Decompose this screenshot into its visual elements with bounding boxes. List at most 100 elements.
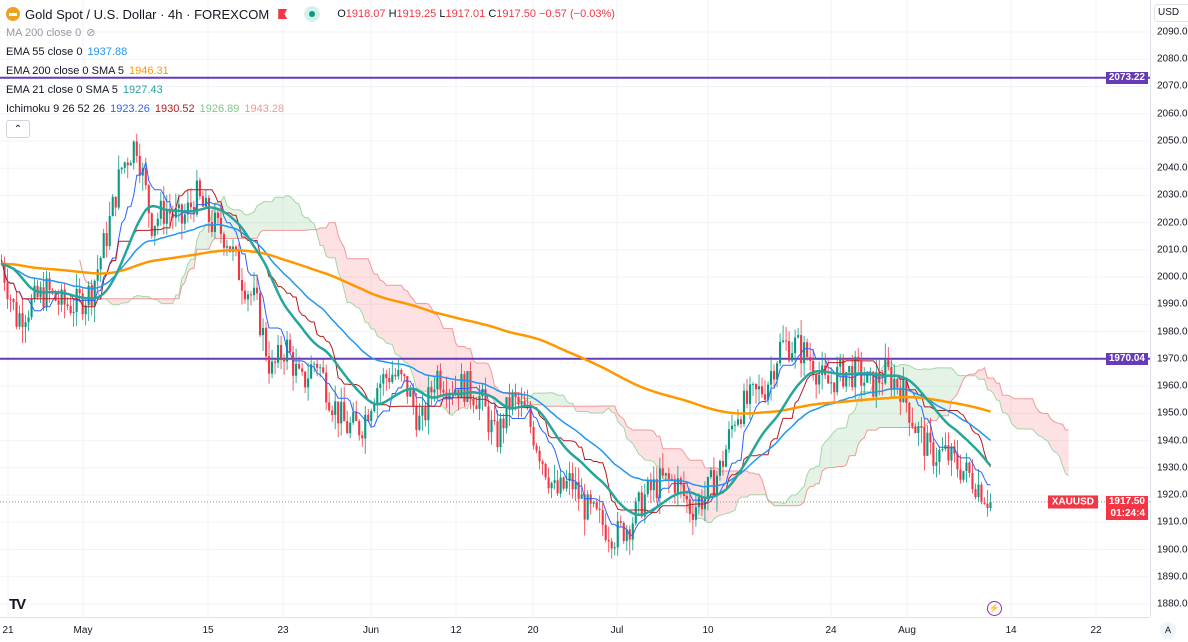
- candle-body: [893, 379, 895, 389]
- candle-body: [914, 427, 916, 433]
- candle-body: [617, 521, 619, 547]
- ichimoku-cloud-segment: [1066, 430, 1069, 476]
- ichimoku-cloud-segment: [585, 406, 588, 411]
- candle-body: [280, 345, 282, 360]
- ichimoku-cloud-segment: [401, 285, 404, 362]
- candle-body: [331, 410, 333, 415]
- ichimoku-cloud-segment: [1039, 411, 1042, 437]
- candle-body: [289, 340, 291, 353]
- candle-body: [797, 335, 799, 337]
- ichimoku-cloud-segment: [410, 296, 413, 376]
- candle-body: [178, 204, 180, 208]
- ichimoku-cloud-segment: [1042, 413, 1045, 439]
- candle-body: [505, 397, 507, 428]
- candle-body: [959, 469, 961, 479]
- candle-body: [761, 386, 763, 394]
- candle-body: [223, 234, 225, 248]
- candle-body: [379, 384, 381, 388]
- candle-body: [199, 180, 201, 196]
- candle-body: [211, 222, 213, 232]
- ichimoku-cloud-segment: [290, 197, 293, 231]
- ichimoku-cloud-segment: [284, 195, 287, 230]
- candle-body: [743, 391, 745, 424]
- candle-body: [962, 471, 964, 480]
- candle-body: [100, 258, 102, 269]
- candle-body: [418, 416, 420, 430]
- candle-body: [572, 473, 574, 489]
- ichimoku-cloud-segment: [810, 469, 813, 487]
- ichimoku-cloud-segment: [392, 285, 395, 354]
- price-tick: 1980.00: [1157, 326, 1188, 337]
- candle-body: [106, 233, 108, 246]
- candle-body: [253, 288, 255, 295]
- indicator-value: 1930.52: [155, 103, 195, 115]
- candle-body: [740, 419, 742, 424]
- candle-body: [9, 299, 11, 300]
- ichimoku-cloud-segment: [651, 430, 654, 462]
- candle-body: [415, 406, 417, 430]
- ichimoku-cloud-segment: [473, 361, 476, 400]
- candle-body: [749, 384, 751, 403]
- indicator-row[interactable]: MA 200 close 0⊘: [6, 23, 615, 42]
- candle-body: [307, 379, 309, 388]
- candle-body: [929, 433, 931, 443]
- flag-icon[interactable]: [278, 9, 287, 19]
- indicator-label: EMA 200 close 0 SMA 5: [6, 65, 124, 77]
- candle-body: [352, 412, 354, 422]
- candle-body: [190, 203, 192, 208]
- ichimoku-cloud-segment: [867, 392, 870, 430]
- candle-body: [154, 226, 156, 236]
- symbol-price-tag: XAUUSD: [1048, 495, 1098, 508]
- candle-body: [968, 462, 970, 473]
- candle-body: [268, 356, 270, 373]
- ichimoku-cloud-segment: [987, 378, 990, 391]
- candle-body: [412, 390, 414, 406]
- ichimoku-cloud-segment: [404, 290, 407, 363]
- ichimoku-cloud-segment: [116, 299, 119, 305]
- ichimoku-cloud-segment: [852, 410, 855, 456]
- lightning-icon[interactable]: ⚡: [987, 601, 1002, 616]
- collapse-legend-button[interactable]: ⌃: [6, 120, 30, 138]
- candle-body: [520, 401, 522, 404]
- price-tick: 2060.00: [1157, 108, 1188, 119]
- ichimoku-cloud-segment: [374, 274, 377, 336]
- candle-body: [977, 485, 979, 497]
- candle-body: [301, 368, 303, 371]
- symbol-title[interactable]: Gold Spot / U.S. Dollar · 4h · FOREXCOM: [25, 7, 269, 22]
- currency-selector[interactable]: USD: [1154, 4, 1188, 22]
- candle-body: [665, 473, 667, 476]
- price-tick: 2040.00: [1157, 163, 1188, 174]
- candle-body: [785, 341, 787, 342]
- candle-body: [863, 383, 865, 386]
- candle-body: [770, 371, 772, 385]
- tradingview-logo[interactable]: TV: [9, 596, 24, 613]
- price-axis[interactable]: USD 2090.002080.002070.002060.002050.002…: [1150, 0, 1188, 617]
- candle-body: [983, 502, 985, 503]
- ichimoku-cloud-segment: [305, 218, 308, 231]
- time-tick: 24: [825, 625, 836, 636]
- ichimoku-cloud-segment: [113, 299, 116, 305]
- ichimoku-cloud-segment: [248, 213, 251, 238]
- price-tick: 1990.00: [1157, 299, 1188, 310]
- price-tick: 2000.00: [1157, 272, 1188, 283]
- candle-body: [641, 492, 643, 516]
- candle-body: [938, 450, 940, 462]
- hidden-eye-icon[interactable]: ⊘: [86, 26, 95, 39]
- ichimoku-cloud-segment: [816, 466, 819, 484]
- ichimoku-cloud-segment: [164, 299, 167, 304]
- candle-body: [656, 479, 658, 498]
- candle-body: [217, 213, 219, 218]
- candle-body: [490, 420, 492, 432]
- ichimoku-cloud-segment: [227, 206, 230, 239]
- candle-body: [433, 389, 435, 392]
- candle-body: [989, 502, 991, 508]
- auto-scale-button[interactable]: A: [1160, 622, 1176, 638]
- ichimoku-cloud-segment: [840, 428, 843, 466]
- ichimoku-cloud-segment: [332, 223, 335, 258]
